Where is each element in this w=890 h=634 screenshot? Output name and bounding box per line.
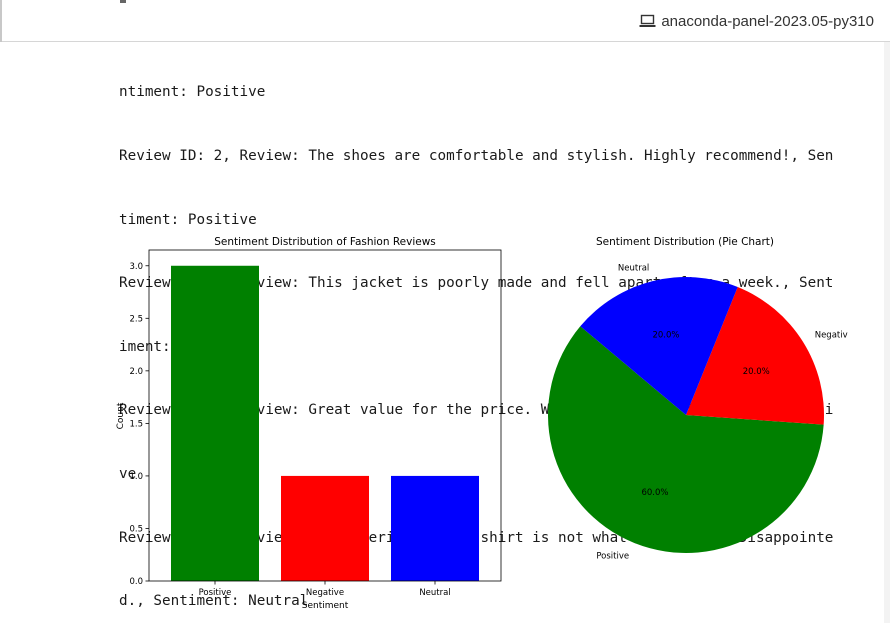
bar-neutral [391,475,479,581]
scrollbar-track[interactable] [884,42,890,623]
bar-x-tick-label: Positive [199,588,232,598]
output-line: ntiment: Positive [119,84,266,101]
bar-negative [281,475,369,581]
kernel-name: anaconda-panel-2023.05-py310 [661,12,874,30]
pie-pct-label: 20.0% [652,331,679,341]
bar-positive [171,265,259,581]
output-line: timent: Positive [119,211,257,228]
pie-label: Negative [815,331,848,341]
matplotlib-figure: Sentiment Distribution of Fashion Review… [116,236,848,611]
pie-label: Positive [596,552,629,562]
bar-series [171,265,479,581]
bar-y-axis-label: Count [116,402,126,429]
pie-chart: Sentiment Distribution (Pie Chart) Posit… [548,236,848,562]
bar-x-tick-label: Neutral [419,588,450,598]
pie-label: Neutral [618,264,649,274]
bar-chart-title: Sentiment Distribution of Fashion Review… [214,236,436,248]
pie-pct-label: 20.0% [743,367,770,377]
bar-y-tick-label: 0.5 [129,524,143,534]
output-line: ve [119,465,137,482]
bar-y-tick-label: 3.0 [129,262,143,272]
bar-x-axis-label: Sentiment [302,601,349,611]
output-line: Review ID: 2, Review: The shoes are comf… [119,148,834,164]
bar-x-tick-label: Negative [306,588,344,598]
pie-wedges [548,277,824,553]
bar-y-tick-label: 0.0 [129,577,143,587]
notebook-toolbar: anaconda-panel-2023.05-py310 [0,0,890,42]
pie-pct-label: 60.0% [641,488,668,498]
laptop-icon [639,14,656,27]
kernel-indicator[interactable]: anaconda-panel-2023.05-py310 [639,11,874,31]
output-line: d., Sentiment: Neutral [119,593,309,610]
toolbar-edge [0,0,2,42]
bar-y-tick-label: 1.0 [129,472,143,482]
bar-chart: Sentiment Distribution of Fashion Review… [116,236,502,611]
bar-y-ticks: 0.0 0.5 1.0 1.5 2.0 2.5 3.0 [129,262,149,587]
pie-wedge-negative [686,287,824,425]
toolbar-tick [120,0,126,3]
pie-wedge-neutral [580,277,738,415]
pie-wedge-positive [548,326,824,553]
bar-y-tick-label: 2.0 [129,367,143,377]
pie-labels: Positive 60.0% Negative 20.0% Neutral 20.0% [596,264,848,562]
pie-chart-title: Sentiment Distribution (Pie Chart) [596,236,774,248]
bar-y-tick-label: 2.5 [129,314,143,324]
bar-x-ticks: Positive Negative Neutral [199,581,451,598]
bar-y-tick-label: 1.5 [129,419,143,429]
